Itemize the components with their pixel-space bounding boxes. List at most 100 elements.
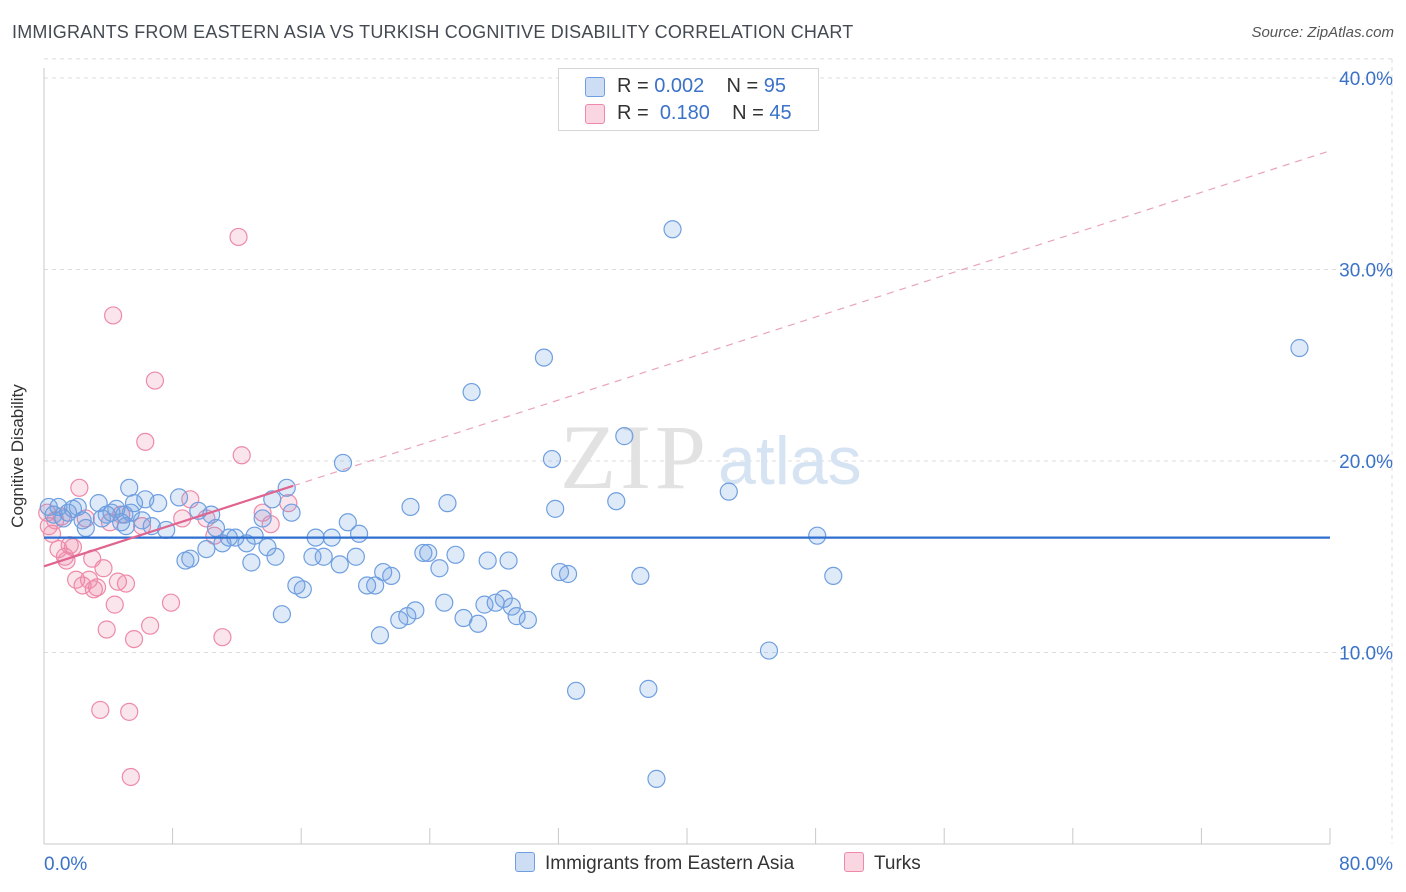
eastern-asia-point: [266, 547, 285, 566]
eastern-asia-point: [615, 427, 634, 446]
bottom-legend-eastern-asia: Immigrants from Eastern Asia: [515, 852, 794, 875]
eastern-asia-point: [502, 597, 521, 616]
eastern-asia-point: [333, 453, 353, 473]
eastern-asia-point: [245, 526, 264, 545]
eastern-asia-point: [546, 499, 565, 518]
eastern-asia-point: [169, 488, 189, 507]
eastern-asia-point: [282, 503, 301, 522]
eastern-asia-point: [349, 524, 369, 543]
turks-point: [121, 767, 140, 787]
trend-lines: [43, 150, 1331, 568]
eastern-asia-point: [824, 566, 843, 586]
eastern-asia-point: [181, 549, 200, 568]
bottom-legend-swatch-turks: [844, 852, 864, 872]
eastern-asia-point: [478, 551, 497, 570]
y-tick-label: 40.0%: [1339, 69, 1393, 90]
tick-labels: 10.0% 20.0% 30.0% 40.0% 0.0% 80.0%: [44, 69, 1393, 875]
eastern-asia-point: [647, 769, 666, 788]
eastern-asia-point: [639, 679, 658, 698]
watermark-atlas: atlas: [718, 423, 862, 499]
chart-title: IMMIGRANTS FROM EASTERN ASIA VS TURKISH …: [12, 22, 854, 42]
eastern-asia-point: [54, 509, 73, 528]
eastern-asia-point: [631, 566, 650, 586]
eastern-asia-point: [475, 595, 494, 614]
eastern-asia-point: [438, 494, 457, 513]
turks-point: [84, 580, 103, 599]
turks-point: [145, 371, 165, 390]
turks-point: [116, 574, 136, 593]
turks-trend-line-solid: [43, 484, 294, 568]
legend-r-label: R =: [617, 75, 655, 97]
eastern-asia-point: [116, 517, 136, 536]
x-tick-label-max: 80.0%: [1339, 854, 1393, 875]
eastern-asia-point: [49, 497, 68, 517]
turks-point: [161, 593, 181, 612]
turks-point: [104, 306, 123, 325]
eastern-asia-point: [566, 681, 586, 700]
eastern-asia-point: [406, 601, 425, 620]
turks-point: [232, 446, 251, 465]
turks-point: [63, 538, 83, 557]
eastern-asia-point: [1290, 338, 1309, 358]
turks-point: [124, 629, 144, 649]
y-tick-label: 30.0%: [1339, 261, 1393, 282]
y-axis-label: Cognitive Disability: [8, 384, 27, 528]
eastern-asia-point: [346, 547, 365, 566]
legend-r-label: R =: [617, 102, 655, 124]
turks-point: [136, 432, 155, 451]
eastern-asia-point: [499, 551, 518, 570]
eastern-asia-point: [149, 494, 168, 513]
source-label: Source: ZipAtlas.com: [1251, 24, 1394, 41]
bottom-legend-label-turks: Turks: [874, 853, 921, 874]
eastern-asia-point: [366, 576, 385, 595]
eastern-asia-point: [242, 553, 261, 572]
eastern-asia-point: [534, 348, 554, 367]
eastern-asia-point: [542, 449, 562, 469]
turks-points: [38, 227, 298, 787]
legend-n-value-turks: 45: [769, 102, 792, 124]
eastern-asia-point: [120, 478, 139, 497]
eastern-asia-point: [607, 492, 626, 511]
turks-point: [91, 700, 110, 720]
turks-point: [94, 559, 113, 578]
eastern-asia-point: [719, 482, 738, 501]
eastern-asia-point: [370, 626, 390, 645]
eastern-asia-point: [314, 547, 333, 566]
gridlines: [44, 58, 1393, 844]
turks-point: [97, 620, 116, 639]
turks-point: [70, 478, 89, 497]
legend-r-value-turks: 0.180: [659, 102, 710, 124]
y-tick-label: 20.0%: [1339, 452, 1393, 473]
eastern-asia-point: [462, 382, 481, 402]
turks-point: [120, 702, 139, 721]
eastern-asia-point: [124, 494, 144, 513]
correlation-legend: R = 0.002 N = 95 R = 0.180 N = 45: [558, 68, 819, 131]
eastern-asia-point: [518, 610, 537, 630]
eastern-asia-point: [435, 593, 454, 612]
eastern-asia-point: [507, 607, 526, 626]
eastern-asia-point: [401, 497, 420, 517]
eastern-asia-point: [558, 564, 578, 584]
axes: [43, 68, 1331, 845]
eastern-asia-point: [338, 513, 357, 532]
eastern-asia-point: [430, 559, 449, 578]
eastern-asia-point: [76, 518, 95, 538]
eastern-asia-point: [132, 511, 152, 530]
bottom-legend-turks: Turks: [844, 852, 921, 875]
turks-point: [140, 616, 160, 635]
turks-point: [213, 628, 232, 647]
eastern-asia-point: [272, 605, 292, 624]
turks-point: [87, 578, 107, 597]
legend-swatch-eastern-asia: [585, 77, 605, 97]
eastern-asia-point: [68, 497, 87, 517]
eastern-asia-point: [759, 641, 779, 660]
bottom-legend-swatch-eastern-asia: [515, 852, 535, 872]
eastern-asia-point: [663, 220, 682, 239]
eastern-asia-point: [382, 566, 401, 586]
eastern-asia-point: [414, 543, 433, 563]
eastern-asia-point: [808, 526, 827, 545]
eastern-asia-point: [468, 614, 488, 633]
bottom-legend-label-eastern-asia: Immigrants from Eastern Asia: [545, 853, 795, 874]
watermark-zip: ZIP: [560, 406, 710, 508]
eastern-asia-point: [197, 539, 216, 559]
